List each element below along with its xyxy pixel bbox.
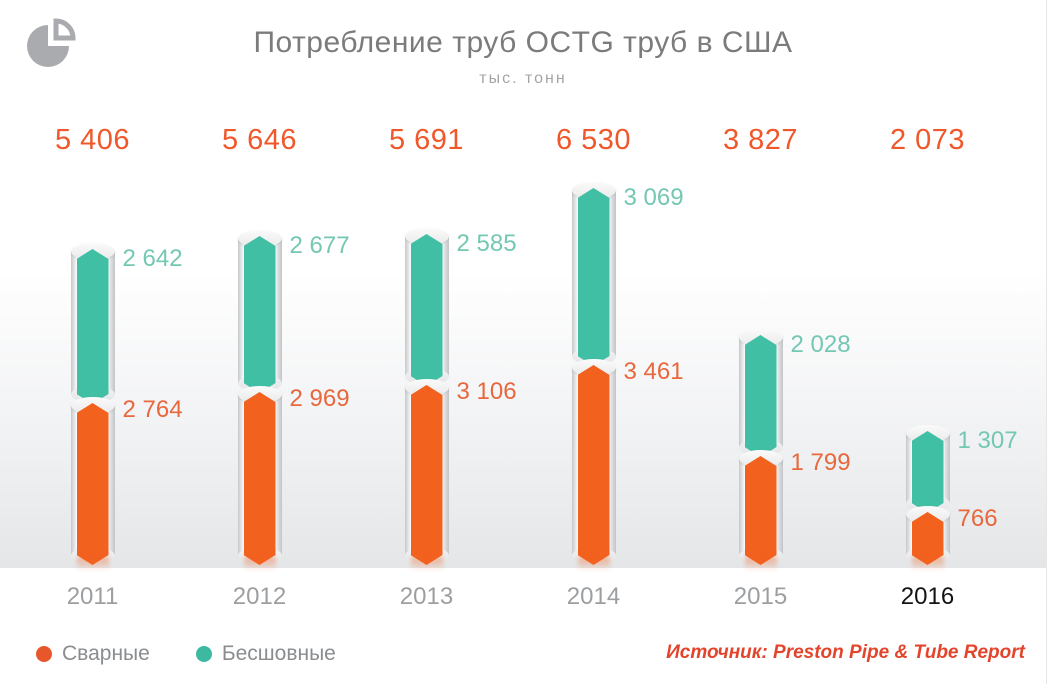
pipe-fill (912, 431, 944, 513)
pipe-fill (578, 365, 610, 565)
chart-title: Потребление труб OCTG труб в США (253, 26, 793, 59)
total-label: 3 827 (722, 124, 799, 156)
total-label: 5 646 (221, 124, 298, 156)
legend-dot-icon (195, 646, 212, 662)
axis-label-year: 2011 (66, 583, 119, 610)
pipe-fill (745, 456, 777, 565)
pipe-fill (745, 335, 777, 457)
axis-label-year: 2013 (399, 583, 454, 610)
bar-segment-welded (237, 386, 282, 556)
bar-segment-seamless (237, 230, 282, 384)
total-label: 2 073 (889, 124, 966, 156)
axis-label-year: 2015 (733, 583, 788, 610)
value-label-seamless: 2 585 (456, 230, 517, 257)
pie-chart-logo-icon (27, 18, 76, 67)
value-label-welded: 3 461 (623, 358, 684, 385)
pipe-fill (77, 249, 109, 404)
legend-item: Сварные (36, 642, 150, 666)
chart-background (0, 0, 1046, 568)
bar-reflection (410, 557, 443, 573)
pipe-fill (912, 512, 944, 565)
bar-segment-seamless (905, 425, 950, 504)
legend-label: Бесшовные (221, 642, 336, 665)
bar-segment-seamless (738, 329, 783, 448)
bar-segment-welded (571, 359, 616, 556)
pipe-fill (411, 234, 443, 386)
pipe-fill (411, 385, 443, 565)
bar-segment-seamless (70, 243, 115, 395)
pipe-fill (244, 392, 276, 565)
value-label-welded: 2 764 (122, 396, 183, 423)
total-label: 5 691 (388, 124, 465, 156)
value-label-welded: 766 (957, 505, 998, 532)
value-label-welded: 2 969 (289, 385, 350, 412)
axis-label-year: 2016 (900, 583, 955, 610)
axis-label-year: 2014 (566, 583, 621, 610)
pipe-fill (578, 188, 610, 366)
axis-label-year: 2012 (232, 583, 287, 610)
bar-reflection (911, 557, 944, 573)
bar-segment-welded (905, 506, 950, 556)
total-label: 5 406 (54, 124, 131, 156)
bar-reflection (744, 557, 777, 573)
bar-segment-seamless (571, 182, 616, 357)
value-label-seamless: 2 028 (790, 331, 851, 358)
bar-reflection (577, 557, 610, 573)
bar-reflection (243, 557, 276, 573)
value-label-seamless: 1 307 (957, 427, 1018, 454)
pipe-fill (244, 236, 276, 393)
source-credit: Источник: Preston Pipe & Tube Report (666, 642, 1025, 663)
legend-label: Сварные (62, 642, 150, 665)
bar-segment-welded (738, 450, 783, 556)
chart-subtitle: тыс. тонн (479, 70, 567, 87)
legend: Сварные Бесшовные (36, 642, 336, 666)
value-label-welded: 1 799 (790, 449, 851, 476)
total-label: 6 530 (555, 124, 632, 156)
bar-reflection (76, 557, 109, 573)
bar-segment-welded (404, 379, 449, 556)
value-label-seamless: 2 642 (122, 245, 183, 272)
value-label-seamless: 3 069 (623, 184, 684, 211)
value-label-seamless: 2 677 (289, 232, 350, 259)
legend-dot-icon (36, 646, 52, 662)
value-label-welded: 3 106 (456, 378, 517, 405)
pipe-fill (77, 403, 109, 565)
right-frame-line (1046, 0, 1047, 684)
bar-segment-welded (70, 397, 115, 556)
bar-segment-seamless (404, 228, 449, 377)
legend-item: Бесшовные (195, 642, 336, 666)
